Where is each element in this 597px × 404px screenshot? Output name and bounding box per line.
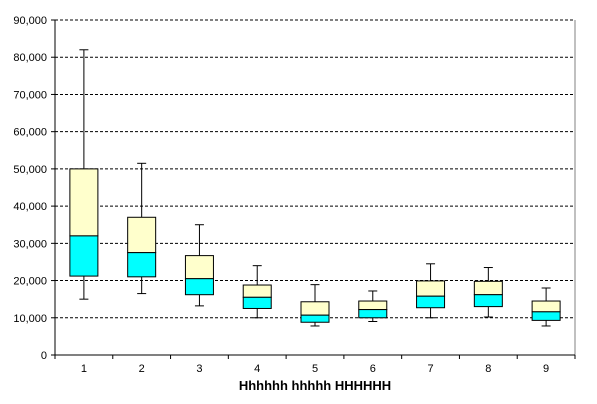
box-upper: [242, 284, 272, 298]
x-tick-label: 7: [427, 363, 433, 375]
box-lower: [531, 311, 561, 321]
x-tick-label: 1: [81, 363, 87, 375]
x-tick-label: 4: [254, 363, 260, 375]
box-lower: [69, 235, 99, 277]
box-lower: [300, 314, 330, 323]
box-upper: [127, 216, 157, 254]
x-tick-label: 6: [370, 363, 376, 375]
box-7: [416, 263, 446, 319]
box-5: [300, 284, 330, 327]
box-upper: [69, 168, 99, 237]
y-axis: 0 10,000 20,000 30,000 40,000 50,000 60,000 70,…: [13, 15, 55, 362]
y-tick-label: 40,000: [13, 201, 47, 213]
box-6: [358, 290, 388, 322]
boxes: [69, 49, 561, 327]
y-tick-label: 70,000: [13, 89, 47, 101]
box-lower: [473, 294, 503, 308]
y-tick-label: 20,000: [13, 276, 47, 288]
x-tick-label: 5: [312, 363, 318, 375]
box-9: [531, 287, 561, 327]
x-tick-label: 2: [139, 363, 145, 375]
box-4: [242, 265, 272, 319]
box-upper: [184, 255, 214, 280]
y-tick-label: 80,000: [13, 52, 47, 64]
box-1: [69, 49, 99, 300]
y-tick-label: 0: [41, 350, 47, 362]
y-tick-label: 90,000: [13, 15, 47, 27]
box-upper: [531, 300, 561, 313]
y-tick-label: 50,000: [13, 164, 47, 176]
x-tick-label: 3: [196, 363, 202, 375]
x-axis-title: Hhhhhh hhhhh HHHHHH: [239, 378, 391, 393]
box-upper: [358, 300, 388, 311]
y-tick-label: 60,000: [13, 127, 47, 139]
box-3: [184, 224, 214, 307]
box-lower: [416, 295, 446, 309]
box-lower: [184, 278, 214, 296]
y-tick-label: 30,000: [13, 238, 47, 250]
box-upper: [416, 280, 446, 297]
x-axis: 1 2 3 4 5 6 7 8 9: [54, 355, 576, 375]
x-tick-label: 8: [485, 363, 491, 375]
y-tick-label: 10,000: [13, 313, 47, 325]
box-upper: [473, 280, 503, 296]
box-8: [473, 267, 503, 318]
box-lower: [358, 309, 388, 319]
box-upper: [300, 301, 330, 316]
box-lower: [242, 296, 272, 309]
box-lower: [127, 252, 157, 278]
x-tick-label: 9: [543, 363, 549, 375]
box-2: [127, 162, 157, 295]
